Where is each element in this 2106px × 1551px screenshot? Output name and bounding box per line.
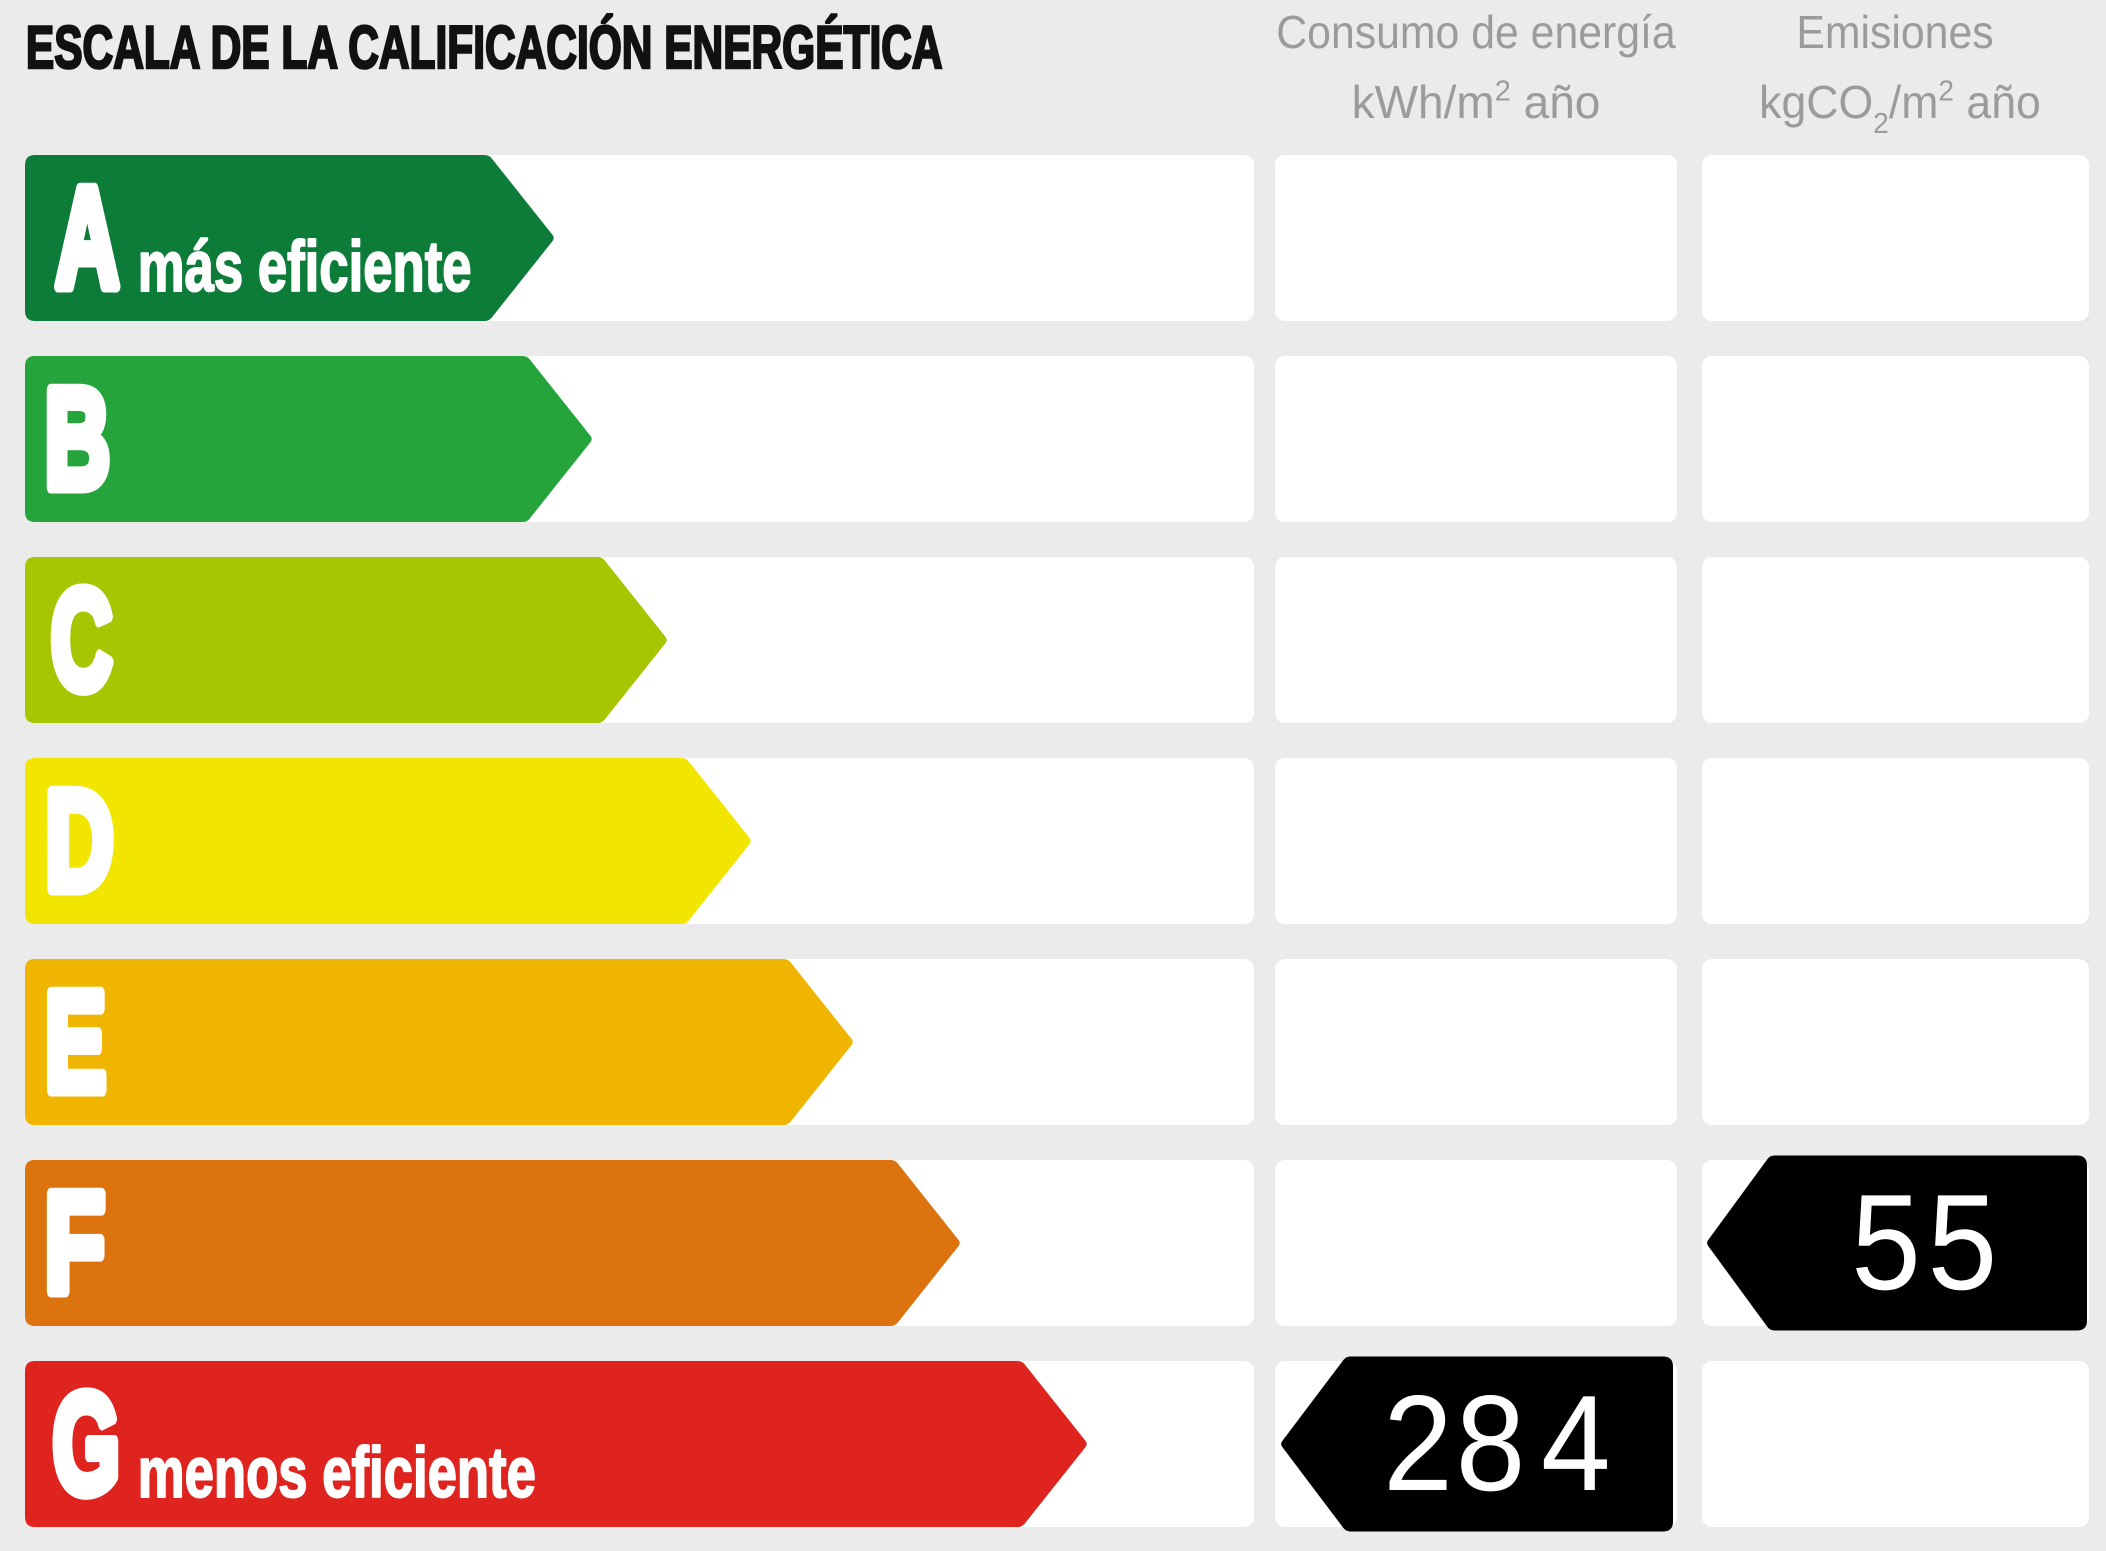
svg-text:B: B: [45, 360, 111, 518]
svg-text:2: 2: [1383, 1367, 1453, 1519]
svg-text:8: 8: [1456, 1367, 1526, 1519]
svg-text:F: F: [44, 1163, 105, 1322]
svg-text:menos eficiente: menos eficiente: [138, 1433, 536, 1513]
svg-text:más eficiente: más eficiente: [138, 227, 472, 307]
svg-text:kWh/m2 año: kWh/m2 año: [1352, 76, 1601, 129]
svg-text:E: E: [45, 964, 107, 1122]
svg-text:Emisiones: Emisiones: [1796, 8, 1993, 59]
svg-text:ESCALA DE LA CALIFICACIÓN ENER: ESCALA DE LA CALIFICACIÓN ENERGÉTICA: [26, 15, 943, 82]
svg-text:Consumo de energía: Consumo de energía: [1276, 8, 1676, 59]
svg-text:C: C: [51, 560, 113, 719]
svg-text:G: G: [53, 1365, 120, 1523]
svg-text:4: 4: [1541, 1367, 1611, 1519]
svg-text:D: D: [45, 761, 114, 920]
svg-text:A: A: [56, 159, 120, 318]
svg-text:5: 5: [1928, 1166, 1998, 1318]
svg-text:5: 5: [1851, 1166, 1921, 1318]
